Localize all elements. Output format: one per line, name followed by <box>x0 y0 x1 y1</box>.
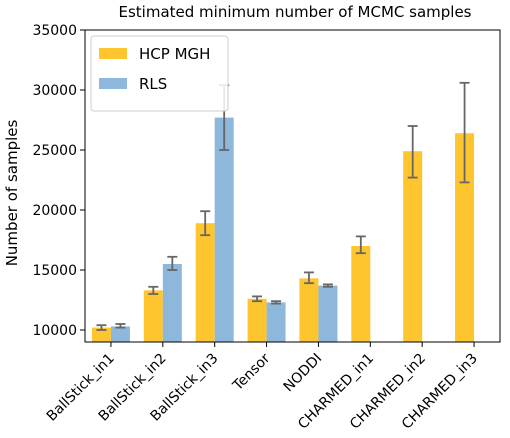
chart-title: Estimated minimum number of MCMC samples <box>119 3 472 21</box>
y-tick-label: 10000 <box>32 323 77 339</box>
bar-hcp-mgh <box>455 133 475 342</box>
error-bar <box>167 255 178 271</box>
error-bar <box>322 283 333 288</box>
legend-swatch <box>99 78 127 89</box>
x-tick-label: NODDI <box>281 351 326 396</box>
legend-swatch <box>99 48 127 59</box>
legend-label: HCP MGH <box>139 45 210 63</box>
bar-hcp-mgh <box>91 327 111 342</box>
bar-rls <box>214 117 234 342</box>
bar-hcp-mgh <box>143 290 163 342</box>
error-bar <box>200 210 211 237</box>
bar-rls <box>162 264 182 342</box>
bar-hcp-mgh <box>195 223 215 342</box>
y-tick-label: 35000 <box>32 23 77 39</box>
legend-label: RLS <box>139 75 167 93</box>
error-bar <box>303 271 314 285</box>
error-bar <box>148 285 159 295</box>
bar-hcp-mgh <box>351 246 371 342</box>
bar-rls <box>266 302 286 342</box>
y-axis-label: Number of samples <box>3 120 21 267</box>
error-bar <box>407 125 418 179</box>
legend: HCP MGH RLS <box>90 35 229 112</box>
bar-rls <box>110 326 130 342</box>
error-bar <box>96 324 107 331</box>
y-tick-label: 20000 <box>32 203 77 219</box>
bar-hcp-mgh <box>403 151 423 342</box>
bar-rls <box>318 285 338 342</box>
y-tick-label: 25000 <box>32 143 77 159</box>
error-bar <box>355 235 366 255</box>
bar-hcp-mgh <box>247 298 267 342</box>
bar-hcp-mgh <box>299 278 319 342</box>
error-bar <box>115 323 126 329</box>
error-bar <box>271 300 282 305</box>
error-bar <box>459 81 470 184</box>
y-tick-label: 15000 <box>32 263 77 279</box>
plot-frame <box>84 29 501 343</box>
x-tick-label: Tensor <box>229 350 273 394</box>
y-tick-label: 30000 <box>32 83 77 99</box>
error-bar <box>252 295 263 303</box>
